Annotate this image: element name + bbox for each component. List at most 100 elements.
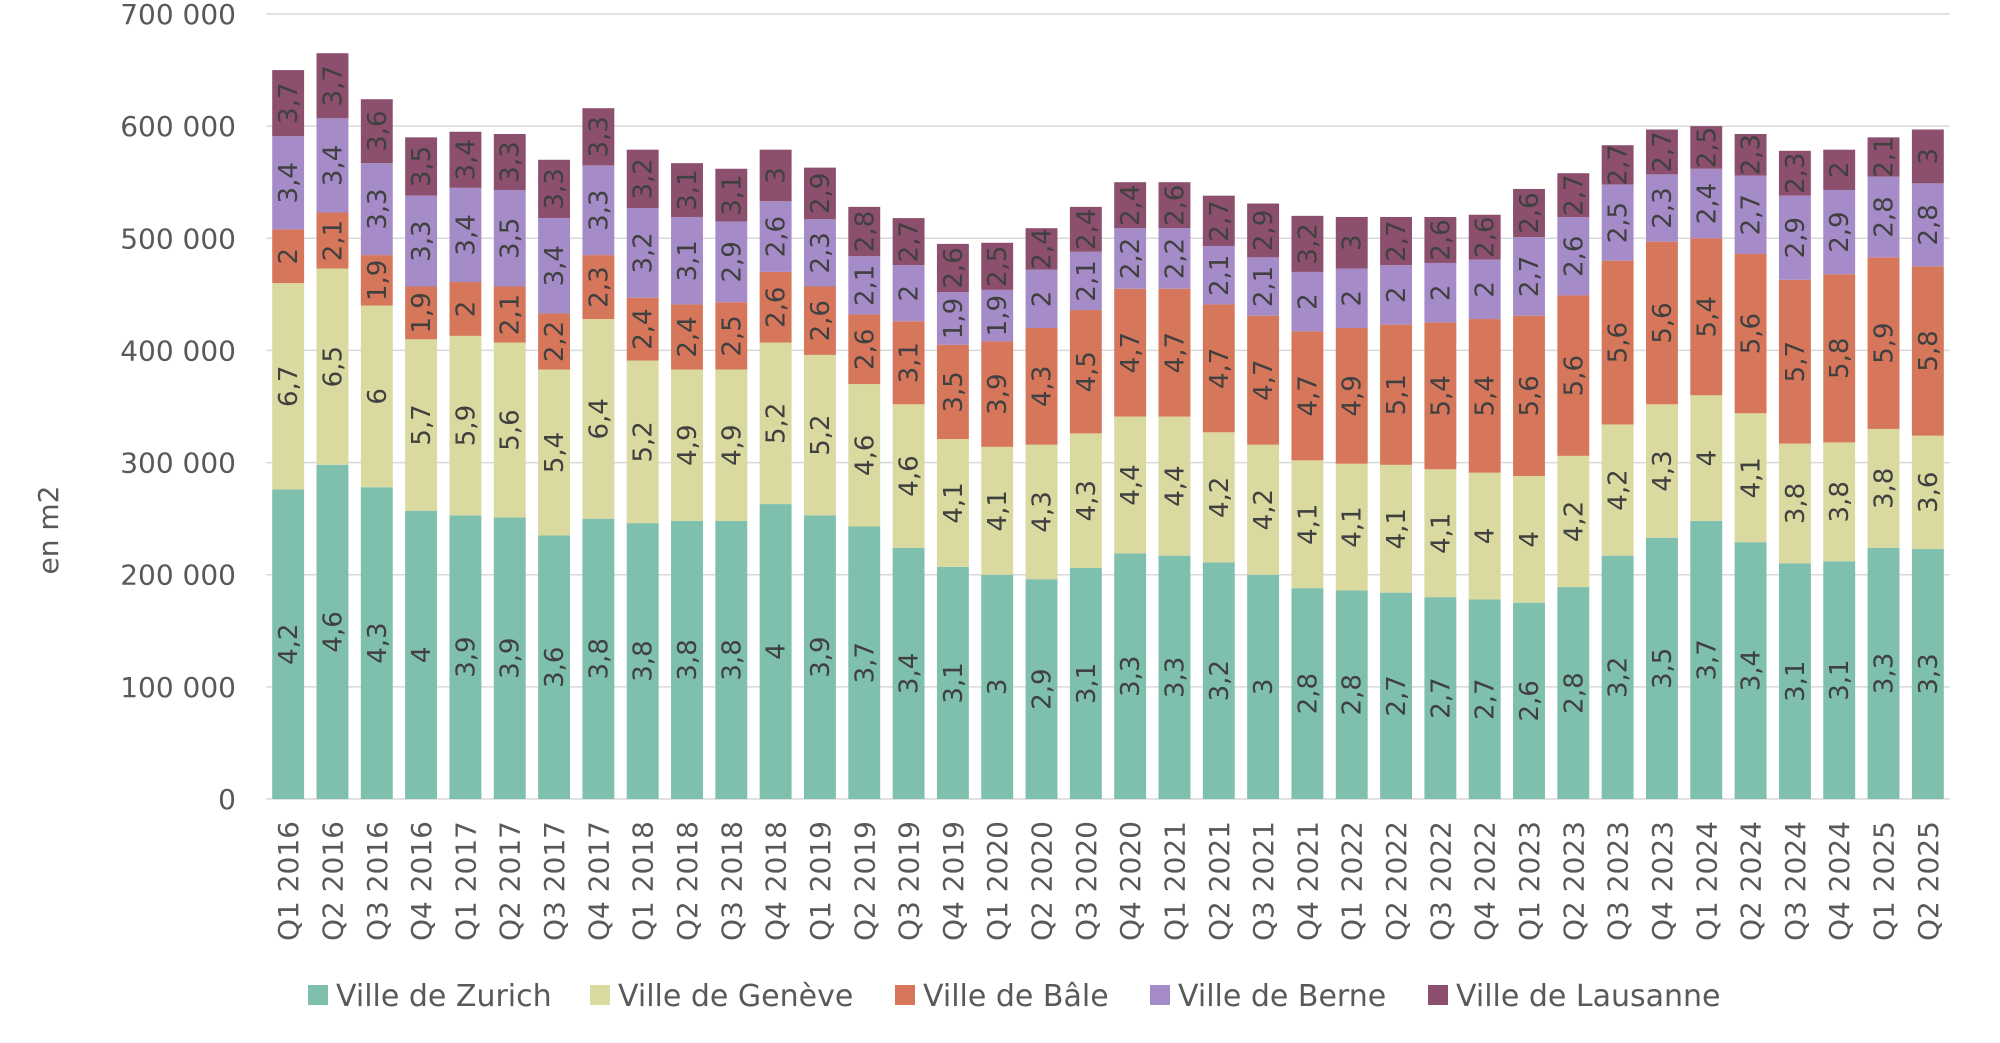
bar-stack: 3,1 3,8 5,7 2,9 2,3 <box>1778 150 1811 799</box>
bar-stack: 3 4,1 3,9 1,9 2,5 <box>981 242 1014 799</box>
data-label: 4,1 <box>1426 513 1456 554</box>
bar-segment <box>1114 416 1147 554</box>
data-label: 3,4 <box>1737 650 1767 691</box>
data-label: 1,9 <box>939 298 969 339</box>
bar-stack: 3,3 3,6 5,8 2,8 3 <box>1911 129 1944 799</box>
bar-segment <box>316 268 349 465</box>
data-label: 3,3 <box>363 188 393 229</box>
x-tick-label: Q1 2019 <box>804 821 837 941</box>
x-tick-label: Q1 2024 <box>1690 821 1723 941</box>
bar-segment <box>759 342 792 505</box>
bar-segment <box>360 305 393 488</box>
data-label: 2,6 <box>1471 216 1501 257</box>
data-label: 2,7 <box>1737 194 1767 235</box>
x-tick-label: Q1 2021 <box>1158 821 1191 941</box>
bar-segment <box>981 341 1014 447</box>
x-tick-label: Q4 2021 <box>1291 821 1324 941</box>
data-label: 2,4 <box>629 308 659 349</box>
bar-segment <box>272 489 305 799</box>
bar-segment <box>1291 271 1324 332</box>
data-label: 2,5 <box>717 315 747 356</box>
data-label: 3,3 <box>1870 653 1900 694</box>
data-label: 4 <box>1692 450 1722 467</box>
bar-stack: 3,2 4,2 5,6 2,5 2,7 <box>1601 144 1634 799</box>
bar-segment <box>1601 260 1634 425</box>
x-tick-label: Q1 2020 <box>981 821 1014 941</box>
data-label: 2,6 <box>1515 192 1545 233</box>
data-label: 3,2 <box>629 158 659 199</box>
data-label: 5,6 <box>1648 302 1678 343</box>
bar-stack: 3,3 4,4 4,7 2,2 2,6 <box>1158 182 1190 799</box>
bar-segment <box>936 344 969 440</box>
x-tick-label: Q3 2019 <box>893 821 926 941</box>
data-label: 2,7 <box>1604 144 1634 185</box>
bar-segment <box>1823 274 1856 443</box>
data-label: 2,3 <box>806 232 836 273</box>
bar-segment <box>892 321 925 405</box>
data-label: 2,2 <box>1116 238 1146 279</box>
bar-segment <box>1069 433 1102 568</box>
data-label: 2,5 <box>983 246 1013 287</box>
legend-item: Ville de Zurich <box>308 979 552 1014</box>
data-label: 2,2 <box>1160 238 1190 279</box>
x-tick-label: Q1 2023 <box>1513 821 1546 941</box>
y-tick-label: 500 000 <box>120 222 236 255</box>
data-label: 4,2 <box>1604 469 1634 510</box>
x-tick-label: Q4 2022 <box>1469 821 1502 941</box>
bar-segment <box>582 319 615 519</box>
data-label: 3,9 <box>983 373 1013 414</box>
bar-stack: 3,3 3,8 5,9 2,8 2,1 <box>1867 136 1900 799</box>
bar-segment <box>1690 168 1723 239</box>
bar-segment <box>360 255 393 306</box>
data-label: 3,3 <box>584 190 614 231</box>
data-label: 3,6 <box>363 111 393 152</box>
bar-segment <box>1202 304 1235 433</box>
bar-segment <box>1557 173 1590 217</box>
data-label: 5,6 <box>496 409 526 450</box>
legend-label: Ville de Berne <box>1178 979 1386 1014</box>
x-tick-label: Q4 2023 <box>1646 821 1679 941</box>
bar-stack: 3,4 4,1 5,6 2,7 2,3 <box>1734 133 1767 799</box>
data-label: 2,7 <box>1382 675 1412 716</box>
bar-segment <box>1513 476 1545 603</box>
bar-segment <box>626 360 659 524</box>
x-tick-label: Q3 2023 <box>1602 821 1635 941</box>
data-label: 3,8 <box>1781 483 1811 524</box>
bar-segment <box>1823 561 1856 799</box>
data-label: 3 <box>762 167 792 184</box>
bar-segment <box>1734 542 1767 799</box>
data-label: 2,8 <box>1293 673 1323 714</box>
data-label: 2,7 <box>1515 256 1545 297</box>
bar-segment <box>449 335 482 516</box>
bar-segment <box>1690 520 1723 799</box>
bar-stack: 3,8 4,9 2,5 2,9 3,1 <box>715 168 747 799</box>
data-label: 2 <box>274 248 304 265</box>
bar-segment <box>1380 324 1413 465</box>
data-label: 2,3 <box>584 266 614 307</box>
x-tick-label: Q4 2019 <box>937 821 970 941</box>
data-label: 2,8 <box>1559 672 1589 713</box>
bar-stack: 3,1 4,1 3,5 1,9 2,6 <box>936 243 969 799</box>
bar-segment <box>1557 587 1590 799</box>
data-label: 6 <box>363 388 393 405</box>
data-label: 3 <box>1914 148 1944 165</box>
data-label: 3,4 <box>318 145 348 186</box>
data-label: 3,3 <box>540 168 570 209</box>
bar-segment <box>1778 279 1811 444</box>
bar-segment <box>1069 206 1102 252</box>
data-label: 2,2 <box>540 321 570 362</box>
bar-segment <box>1114 228 1147 289</box>
bar-segment <box>1291 215 1324 272</box>
data-label: 4,2 <box>1205 477 1235 518</box>
data-label: 3,5 <box>496 218 526 259</box>
data-label: 2,9 <box>1781 217 1811 258</box>
bar-segment <box>1247 315 1280 445</box>
bar-segment <box>759 271 792 343</box>
data-label: 5,6 <box>1737 313 1767 354</box>
bar-segment <box>405 339 438 511</box>
data-label: 4,7 <box>1205 348 1235 389</box>
bar-segment <box>1335 216 1368 269</box>
bar-segment <box>1823 442 1856 562</box>
bar-segment <box>1247 203 1280 258</box>
